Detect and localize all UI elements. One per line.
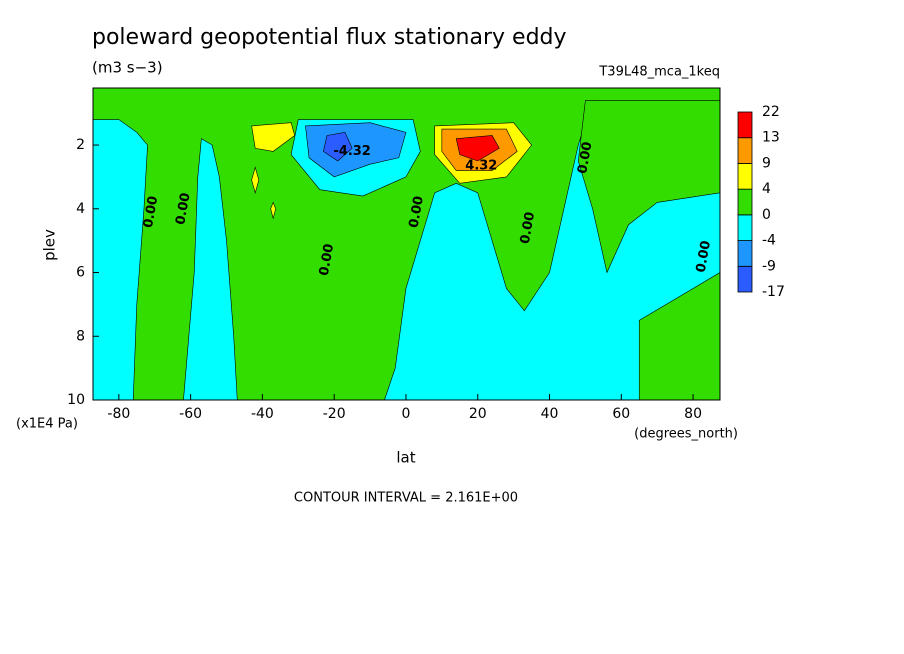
colorbar-label: 4 [762, 181, 771, 197]
contour-region [93, 88, 720, 400]
contour-region [251, 166, 260, 194]
contour-label: 0.00 [407, 195, 427, 229]
y-tick-label: 8 [76, 328, 85, 344]
x-tick-label: 20 [469, 406, 487, 422]
colorbar-label: -4 [762, 233, 776, 249]
dataset-label: T39L48_mca_1keq [598, 65, 720, 80]
x-tick-label: -80 [107, 406, 130, 422]
colorbar-box [737, 240, 753, 267]
y-axis-label: plev [41, 229, 59, 261]
contour-label: 0.00 [317, 243, 337, 277]
overlay: -80 -60 -40 -20 0 20 40 60 80246810-17-9-4049132… [67, 87, 785, 422]
plot-area: -4.32 4.32 0.00 0.00 0.00 0.00 0.00 0.00 0.00 [93, 88, 720, 400]
contour-region [638, 272, 720, 400]
contour-region [251, 122, 296, 152]
contour-label: 0.00 [575, 141, 595, 175]
y-units: (x1E4 Pa) [16, 417, 78, 432]
footnote: CONTOUR INTERVAL = 2.161E+00 [294, 491, 518, 506]
contour-region [323, 131, 353, 162]
colorbar-label: 9 [762, 155, 771, 171]
x-tick-label: -20 [323, 406, 346, 422]
contour-label: 4.32 [465, 158, 497, 173]
colorbar-label: -9 [762, 258, 776, 274]
colorbar-box [737, 188, 753, 216]
colorbar-label: 22 [762, 104, 780, 120]
colorbar-box [737, 111, 753, 139]
contour-label: 0.00 [694, 239, 714, 273]
contour-label: 0.00 [141, 195, 161, 229]
y-tick-label: 10 [67, 392, 85, 408]
colorbar-box [737, 137, 753, 164]
x-tick-label: 80 [684, 406, 702, 422]
x-tick-label: -40 [251, 406, 274, 422]
colorbar-label: -17 [762, 284, 785, 300]
plot-frame [92, 87, 721, 401]
chart-title: poleward geopotential flux stationary ed… [92, 25, 567, 50]
x-tick-label: 60 [612, 406, 630, 422]
colorbar-box [737, 163, 753, 190]
y-tick-label: 4 [76, 201, 85, 217]
x-tick-label: 40 [541, 406, 559, 422]
x-tick-label: 0 [402, 406, 411, 422]
contour-label: 0.00 [173, 192, 193, 226]
y-tick-label: 6 [76, 265, 85, 281]
contour-region [270, 201, 276, 220]
colorbar-box [737, 265, 753, 293]
x-units: (degrees_north) [634, 427, 738, 442]
colorbar-box [737, 214, 753, 241]
contour-region [455, 135, 500, 162]
colorbar-label: 13 [762, 130, 780, 146]
x-axis-label: lat [396, 449, 415, 467]
contour-label: 0.00 [518, 211, 538, 245]
subtitle: (m3 s−3) [92, 59, 163, 77]
y-tick-label: 2 [76, 137, 85, 153]
contour-region [577, 100, 720, 274]
colorbar-label: 0 [762, 207, 771, 223]
x-tick-label: -60 [179, 406, 202, 422]
contour-label: -4.32 [333, 144, 370, 159]
